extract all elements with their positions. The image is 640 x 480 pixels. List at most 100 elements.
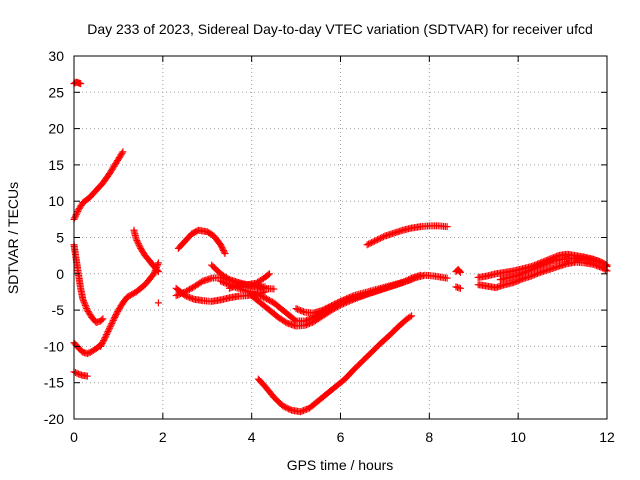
data-point (103, 331, 111, 339)
data-point (520, 269, 528, 277)
data-point (136, 243, 144, 251)
data-point (118, 149, 126, 157)
data-point (443, 223, 451, 231)
data-point (82, 303, 90, 311)
data-point (597, 258, 605, 266)
data-points (70, 78, 611, 416)
data-point (71, 369, 79, 377)
data-point (400, 278, 408, 286)
data-point (184, 293, 192, 301)
data-point (187, 294, 195, 302)
data-point (514, 271, 522, 279)
data-point (307, 319, 315, 327)
data-point (334, 299, 342, 307)
data-point (119, 148, 127, 156)
data-point (378, 234, 386, 241)
data-point (71, 214, 79, 222)
data-point (154, 268, 162, 276)
y-tick-label: -10 (44, 338, 64, 354)
data-point (103, 329, 111, 337)
y-tick-label: -20 (44, 411, 64, 427)
data-point (530, 271, 538, 279)
data-point (529, 271, 537, 279)
data-point (456, 267, 464, 275)
data-point (376, 234, 384, 242)
data-point (527, 266, 535, 274)
data-point (106, 324, 114, 332)
data-point (594, 257, 602, 265)
data-point (132, 235, 140, 243)
data-point (294, 305, 302, 313)
data-point (77, 80, 85, 88)
data-point (79, 295, 87, 303)
data-point (102, 332, 110, 340)
data-point (71, 212, 79, 220)
data-point (596, 257, 604, 265)
data-point (456, 284, 464, 292)
data-point (220, 248, 228, 256)
data-point (530, 265, 538, 273)
data-point (283, 404, 291, 412)
data-point (329, 301, 337, 309)
data-point (532, 270, 540, 278)
data-point (539, 261, 547, 269)
data-point (178, 289, 186, 297)
data-point (510, 279, 518, 287)
data-point (331, 300, 339, 308)
data-point (282, 318, 290, 326)
data-point (516, 271, 524, 279)
data-point (522, 268, 530, 276)
data-point (301, 406, 309, 414)
data-point (308, 318, 316, 326)
data-point (108, 318, 116, 326)
y-tick-label: 10 (48, 193, 64, 209)
x-tick-label: 2 (159, 429, 167, 445)
data-point (73, 209, 81, 217)
data-point (545, 259, 553, 267)
data-point (301, 321, 309, 329)
data-point (188, 295, 196, 303)
data-point (183, 287, 191, 295)
data-point (299, 407, 307, 415)
data-point (225, 281, 233, 289)
y-tick-label: 25 (48, 84, 64, 100)
data-point (108, 320, 116, 328)
data-point (217, 277, 225, 285)
x-tick-label: 8 (425, 429, 433, 445)
data-point (261, 294, 269, 302)
data-point (218, 278, 226, 286)
data-point (363, 241, 371, 249)
data-point (129, 290, 137, 298)
data-point (228, 282, 236, 290)
data-point (541, 260, 549, 268)
y-tick-label: 0 (56, 266, 64, 282)
data-point (185, 285, 193, 293)
data-point (305, 320, 313, 328)
data-point (416, 271, 424, 279)
data-point (286, 406, 294, 414)
data-point (332, 300, 340, 308)
data-point (368, 239, 376, 247)
data-point (220, 278, 228, 286)
data-point (374, 236, 382, 244)
data-point (135, 241, 143, 249)
data-point (184, 286, 192, 294)
data-point (548, 257, 556, 265)
data-point (302, 405, 310, 413)
data-point (83, 372, 91, 380)
data-point (292, 305, 300, 313)
data-point (83, 305, 91, 313)
data-point (107, 321, 115, 329)
data-point (134, 238, 142, 246)
data-point (542, 260, 550, 268)
data-point (366, 239, 374, 247)
data-point (154, 259, 162, 267)
data-point (599, 259, 607, 267)
data-point (326, 302, 334, 310)
data-point (375, 235, 383, 243)
data-point (81, 301, 89, 309)
data-point (105, 326, 113, 334)
data-point (222, 280, 230, 288)
data-point (369, 238, 377, 246)
x-tick-label: 4 (248, 429, 256, 445)
